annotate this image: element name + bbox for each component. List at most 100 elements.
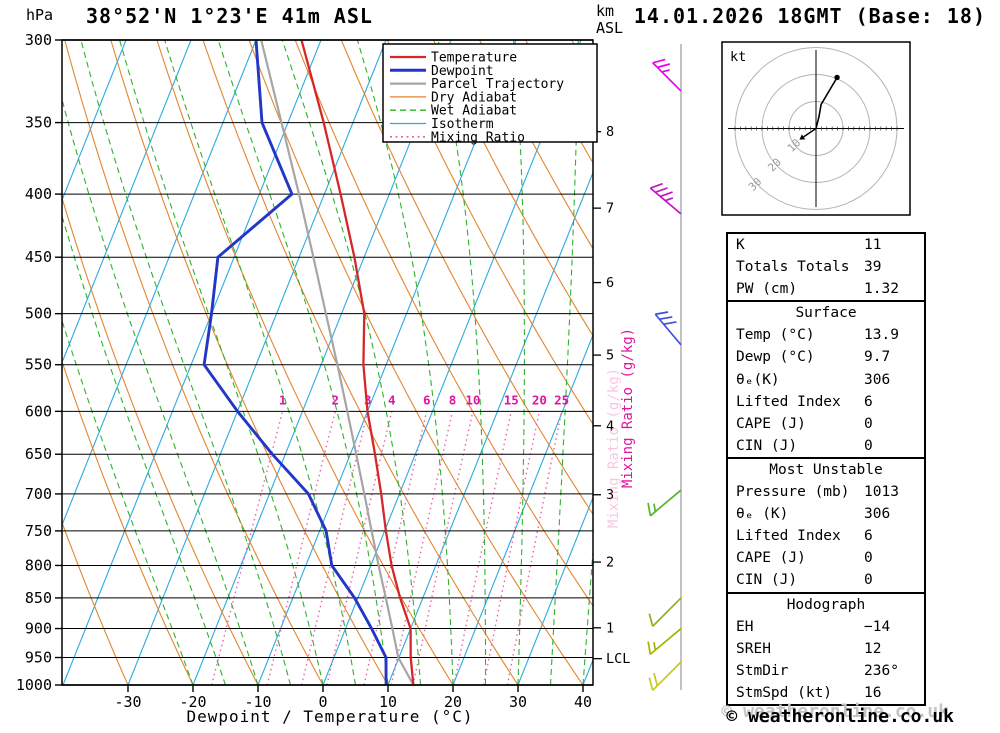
table-row-label: θₑ (K) <box>736 506 789 523</box>
temperature-curve <box>300 40 415 685</box>
svg-text:20: 20 <box>444 693 462 711</box>
table-row: Dewp (°C) 9.7 <box>728 346 924 368</box>
svg-text:10: 10 <box>379 693 397 711</box>
hodograph-trace-endpoint <box>834 74 840 81</box>
table-row-label: θₑ(K) <box>736 371 780 388</box>
svg-text:-10: -10 <box>244 693 271 711</box>
hodograph-trace <box>815 77 838 129</box>
dewpoint-curve <box>202 40 388 685</box>
table-row-value: 12 <box>864 640 882 657</box>
parcel-trajectory-curve <box>260 40 415 685</box>
table-section-header: Hodograph <box>786 596 866 613</box>
table-row-value: 1013 <box>864 484 899 501</box>
table-row-label: CIN (J) <box>736 437 798 454</box>
svg-text:700: 700 <box>25 485 52 503</box>
svg-text:8: 8 <box>606 124 614 140</box>
wind-barb <box>647 489 682 517</box>
watermark-echo: © weatheronline.co.uk <box>721 701 949 722</box>
svg-text:800: 800 <box>25 556 52 574</box>
watermark: © weatheronline.co.uk <box>726 706 954 727</box>
svg-text:2: 2 <box>606 555 614 571</box>
svg-text:30: 30 <box>509 693 527 711</box>
table-row-value: 0 <box>864 437 873 454</box>
svg-text:3: 3 <box>364 392 372 407</box>
plot-frame <box>61 39 594 686</box>
table-row-label: K <box>736 237 745 253</box>
table-section-header: Surface <box>795 305 857 322</box>
table-row-value: 16 <box>864 684 882 701</box>
table-row-value: 236° <box>864 662 899 679</box>
svg-text:kt: kt <box>730 49 746 65</box>
indices-table: K 11 Totals Totals 39 PW (cm) 1.32 Surface Temp… <box>726 232 926 706</box>
storm-motion-arrow <box>799 134 806 140</box>
table-section: K 11 Totals Totals 39 PW (cm) 1.32 <box>728 234 924 300</box>
svg-text:600: 600 <box>25 402 52 420</box>
pressure-axis: 300 350 400 450 500 550 600 650 700 750 800 850 900 9… <box>16 31 593 694</box>
svg-text:300: 300 <box>25 31 52 49</box>
svg-text:40: 40 <box>574 693 592 711</box>
svg-text:Dry Adiabat: Dry Adiabat <box>431 90 517 105</box>
svg-text:650: 650 <box>25 445 52 463</box>
svg-text:3: 3 <box>606 487 614 503</box>
svg-text:500: 500 <box>25 305 52 323</box>
table-row: θₑ(K) 306 <box>728 369 924 391</box>
table-row: Lifted Index 6 <box>728 525 924 547</box>
svg-text:1: 1 <box>279 392 287 407</box>
svg-text:550: 550 <box>25 356 52 374</box>
table-row-value: 306 <box>864 371 891 388</box>
wind-barb <box>649 182 682 215</box>
svg-text:0: 0 <box>318 693 327 711</box>
lcl-marker: LCL <box>593 651 630 667</box>
wind-barb <box>652 58 682 92</box>
table-row: StmDir 236° <box>728 660 924 682</box>
svg-text:Isotherm: Isotherm <box>431 117 494 132</box>
svg-text:5: 5 <box>606 348 614 364</box>
table-row-label: CAPE (J) <box>736 550 806 567</box>
altitude-unit-km: km <box>596 2 615 20</box>
svg-text:6: 6 <box>606 275 614 291</box>
table-row: StmSpd (kt) 16 <box>728 682 924 704</box>
table-row: Pressure (mb) 1013 <box>728 481 924 503</box>
isotherms <box>62 40 593 685</box>
table-row: K 11 <box>728 234 924 256</box>
svg-text:1: 1 <box>606 620 614 636</box>
svg-text:Mixing Ratio (g/kg): Mixing Ratio (g/kg) <box>606 368 622 528</box>
altitude-unit-asl: ASL <box>596 19 624 37</box>
table-row-label: PW (cm) <box>736 281 798 298</box>
svg-text:Mixing Ratio (g/kg): Mixing Ratio (g/kg) <box>620 328 636 488</box>
table-row-value: 13.9 <box>864 327 899 344</box>
svg-text:LCL: LCL <box>606 651 630 667</box>
table-row-value: −14 <box>864 618 891 635</box>
table-row-value: 6 <box>864 393 873 410</box>
svg-text:7: 7 <box>606 201 614 217</box>
table-row-label: Totals Totals <box>736 259 850 276</box>
svg-text:25: 25 <box>554 392 569 407</box>
table-row-value: 39 <box>864 259 882 276</box>
svg-text:750: 750 <box>25 522 52 540</box>
table-row: Totals Totals 39 <box>728 256 924 278</box>
mixing-ratio-lines <box>211 411 563 685</box>
altitude-unit-label: km ASL <box>596 3 623 37</box>
svg-text:400: 400 <box>25 185 52 203</box>
svg-text:-20: -20 <box>179 693 206 711</box>
sounding-profiles <box>202 40 415 685</box>
svg-text:Mixing Ratio: Mixing Ratio <box>431 130 525 145</box>
table-row: PW (cm) 1.32 <box>728 278 924 300</box>
table-row: SREH 12 <box>728 638 924 660</box>
table-row-label: EH <box>736 618 754 635</box>
table-row-label: Lifted Index <box>736 393 841 410</box>
table-row-label: Dewp (°C) <box>736 349 815 366</box>
svg-text:8: 8 <box>449 392 457 407</box>
table-row-label: Temp (°C) <box>736 327 815 344</box>
table-row: Lifted Index 6 <box>728 391 924 413</box>
table-section: Surface Temp (°C) 13.9 Dewp (°C) 9.7 θₑ(K) 306… <box>728 300 924 457</box>
svg-text:1000: 1000 <box>16 676 52 694</box>
table-row-value: 0 <box>864 415 873 432</box>
svg-text:2: 2 <box>331 392 339 407</box>
table-row-label: StmSpd (kt) <box>736 684 833 701</box>
table-row: CIN (J) 0 <box>728 435 924 457</box>
table-row-label: Lifted Index <box>736 528 841 545</box>
